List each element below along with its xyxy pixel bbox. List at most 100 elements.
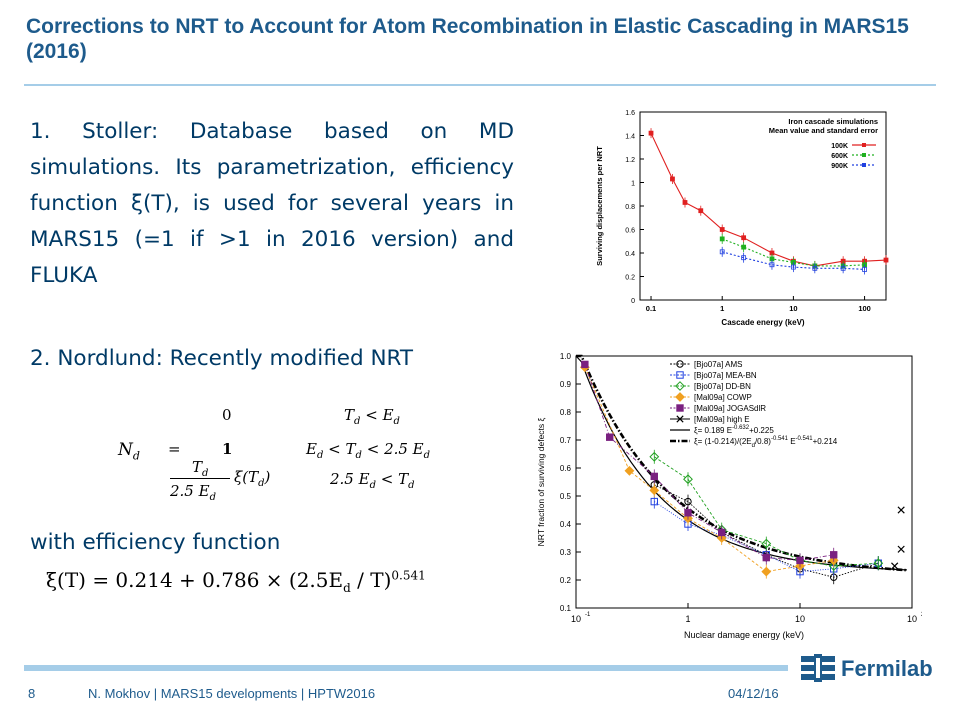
data-point: [718, 528, 726, 537]
eq-equals: =: [168, 440, 181, 458]
stoller-chart: 0 0.2 0.4 0.6 0.8 1 1.2 1.4 1.6 0.1 1 10 100 Cascade …: [588, 104, 898, 332]
y-tick-label: 0.4: [560, 520, 572, 529]
y-tick-label: 0.8: [560, 408, 572, 417]
x-axis-label: Cascade energy (keV): [721, 318, 804, 327]
data-point: [790, 264, 796, 270]
eq-xi-sub: d: [258, 478, 265, 489]
series-line: [650, 132, 887, 267]
legend-entry: [Mal09a] JOGASdlR: [694, 404, 766, 413]
eq-lhs: N: [118, 440, 133, 460]
c2-t: T: [345, 440, 356, 458]
c2-e: E: [306, 440, 317, 458]
legend-entry: [Mal09a] COWP: [694, 393, 752, 402]
eq-frac-num-t: T: [192, 458, 203, 476]
eq-frac-den-sub: d: [209, 492, 216, 503]
c2-e2: 2.5 E: [384, 440, 424, 458]
data-point: [761, 566, 772, 577]
c1-t-sub: d: [354, 416, 361, 427]
eq-condition-2: Ed < Td < 2.5 Ed: [306, 440, 430, 461]
legend-title: Iron cascade simulations: [788, 117, 878, 126]
data-point: [675, 392, 685, 402]
y-tick-label: 0.7: [560, 436, 572, 445]
footer-divider: [24, 665, 788, 671]
c2-e-sub: d: [316, 450, 324, 461]
legend-entry: [Bjo07a] AMS: [694, 360, 742, 369]
data-point: [581, 360, 589, 369]
y-tick-label: 1: [631, 181, 635, 188]
data-point: [830, 551, 838, 559]
data-point: [676, 415, 684, 423]
efficiency-equation: ξ(T) = 0.214 + 0.786 × (2.5Ed / T)0.541: [46, 568, 426, 595]
legend-subtitle: Mean value and standard error: [769, 126, 878, 135]
y-tick-label: 0.1: [560, 604, 572, 613]
data-point: [719, 227, 725, 232]
plot-frame: [639, 111, 887, 301]
eq-lhs-sub: d: [132, 449, 140, 463]
data-point: [683, 474, 693, 485]
c1-e-sub: d: [393, 416, 400, 427]
eff-eq-sub: d: [343, 581, 351, 595]
x-tick-label: 10: [795, 614, 805, 624]
c3-t-sub: d: [408, 480, 415, 491]
y-tick-label: 0.6: [560, 464, 572, 473]
data-point: [719, 236, 725, 242]
data-point: [873, 558, 884, 569]
fermilab-logo-text: Fermilab: [841, 656, 933, 681]
data-point: [650, 472, 658, 481]
data-point: [883, 257, 889, 263]
fermilab-logo-icon: [801, 654, 835, 682]
c3-e-sub: d: [369, 480, 376, 491]
eq-value-zero: 0: [222, 406, 232, 424]
series-line: [584, 367, 834, 573]
y-tick-label: 1.6: [625, 110, 635, 117]
eff-eq-text: ξ(T) = 0.214 + 0.786 × (2.5E: [46, 568, 344, 592]
plot-frame: [575, 355, 913, 609]
eq-fraction-bar: [170, 478, 230, 479]
x-tick-exponent: -1: [585, 612, 591, 618]
legend-entry-label: 900K: [831, 163, 848, 170]
data-point: [650, 497, 658, 506]
point-nordlund: 2. Nordlund: Recently modified NRT: [30, 346, 414, 371]
y-tick-label: 0: [631, 298, 635, 305]
eq-condition-3: 2.5 Ed < Td: [330, 470, 415, 491]
eff-eq-text2: / T): [350, 568, 392, 592]
data-point: [812, 265, 818, 271]
data-point: [761, 538, 772, 549]
data-point: [741, 255, 747, 261]
y-tick-label: 0.9: [560, 380, 572, 389]
y-axis-label: Surviving displacements per NRT: [595, 146, 604, 266]
data-point: [675, 381, 685, 391]
y-tick-label: 0.8: [625, 204, 635, 211]
data-point: [648, 130, 654, 136]
legend-entry-label: 100K: [831, 143, 848, 150]
data-point: [862, 267, 867, 272]
y-tick-label: 1.0: [560, 352, 572, 361]
legend-entry-marker: [862, 153, 866, 157]
eq-value-xi: ξ(Td): [234, 468, 270, 489]
title-divider: [24, 84, 936, 86]
data-point: [840, 265, 846, 271]
eq-value-one: 1: [222, 440, 233, 458]
c1-e: E: [382, 406, 394, 424]
data-point: [676, 360, 684, 368]
c2-op2: <: [366, 440, 380, 458]
x-tick-exponent: 2: [921, 612, 922, 618]
y-tick-label: 0.3: [560, 548, 572, 557]
legend-fit1: ξ= 0.189 E-0.632+0.225: [694, 425, 774, 435]
data-point: [676, 371, 684, 379]
data-point: [649, 485, 660, 496]
eq-frac-den-text: 2.5 E: [170, 482, 210, 500]
eq-xi-text: ξ(T: [234, 468, 259, 486]
data-point: [796, 556, 804, 565]
data-point: [891, 562, 899, 570]
legend-fit2: ξ= (1-0.214)/(2Ed/0.8)-0.541 E-0.541+0.2…: [694, 436, 838, 449]
legend-entry: [Mal09a] high E: [694, 415, 750, 424]
y-tick-label: 0.4: [625, 251, 635, 258]
data-point: [676, 404, 684, 412]
x-tick-label: 10: [907, 614, 917, 624]
data-point: [897, 506, 905, 514]
legend-entry: [Bjo07a] MEA-BN: [694, 371, 757, 380]
c3-e: 2.5 E: [330, 470, 370, 488]
y-tick-label: 0.5: [560, 492, 572, 501]
point-stoller: 1. Stoller: Database based on MD simulat…: [30, 119, 514, 288]
